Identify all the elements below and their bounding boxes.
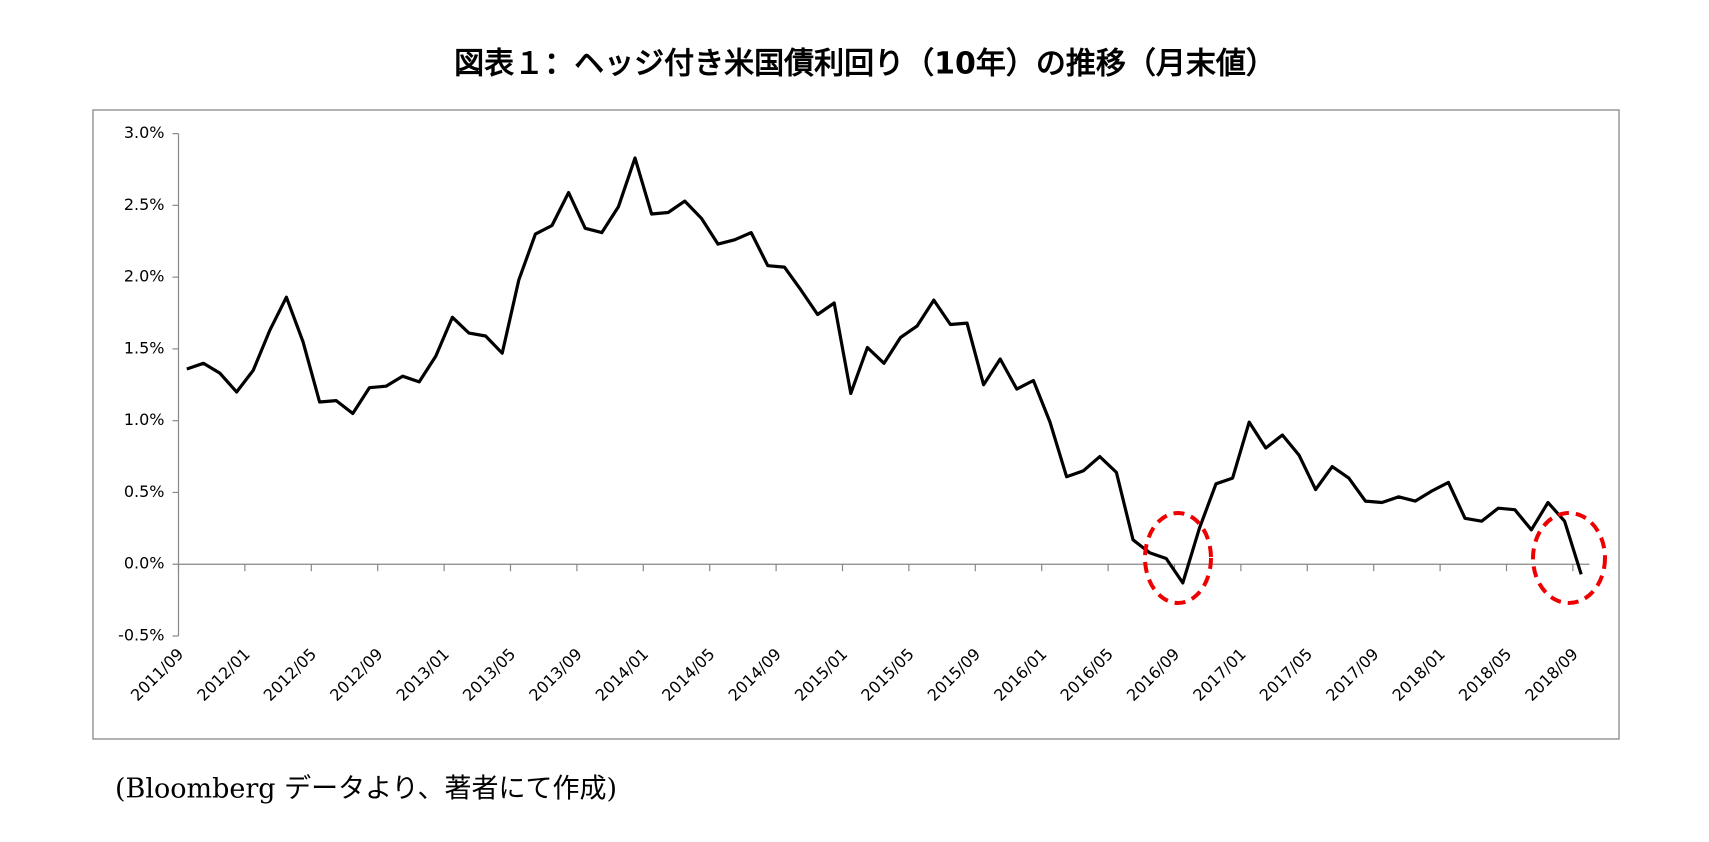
- source-note: (Bloomberg データより、著者にて作成): [115, 774, 617, 805]
- x-tick-label: 2015/01: [791, 644, 851, 704]
- y-tick-label: -0.5%: [118, 626, 164, 645]
- y-tick-label: 1.0%: [124, 410, 165, 429]
- y-tick-label: 0.0%: [124, 554, 165, 573]
- x-tick-label: 2013/09: [525, 644, 585, 704]
- x-tick-label: 2018/09: [1521, 644, 1581, 704]
- x-tick-label: 2018/05: [1455, 644, 1515, 704]
- x-tick-label: 2014/01: [592, 644, 652, 704]
- x-tick-label: 2017/01: [1189, 644, 1249, 704]
- x-tick-label: 2011/09: [127, 644, 187, 704]
- y-tick-label: 1.5%: [124, 338, 165, 357]
- y-tick-label: 2.0%: [124, 267, 165, 286]
- x-tick-label: 2016/01: [990, 644, 1050, 704]
- x-tick-label: 2014/05: [658, 644, 718, 704]
- x-tick-label: 2012/05: [260, 644, 320, 704]
- x-tick-label: 2017/05: [1256, 644, 1316, 704]
- highlight-circle: [1531, 511, 1607, 605]
- x-tick-label: 2013/01: [392, 644, 452, 704]
- y-tick-label: 3.0%: [124, 123, 165, 142]
- x-tick-label: 2012/01: [193, 644, 253, 704]
- data-line: [186, 156, 1583, 585]
- x-tick-label: 2015/05: [857, 644, 917, 704]
- plot-border: [92, 109, 1620, 740]
- x-tick-label: 2018/01: [1388, 644, 1448, 704]
- x-tick-label: 2012/09: [326, 644, 386, 704]
- y-tick-label: 0.5%: [124, 482, 165, 501]
- x-tick-label: 2016/09: [1123, 644, 1183, 704]
- chart-title: 図表１：ヘッジ付き米国債利回り（10年）の推移（月末値）: [454, 47, 1276, 82]
- x-tick-label: 2017/09: [1322, 644, 1382, 704]
- highlight-circle: [1143, 511, 1213, 605]
- y-tick-label: 2.5%: [124, 195, 165, 214]
- x-tick-label: 2015/09: [924, 644, 984, 704]
- x-tick-label: 2013/05: [459, 644, 519, 704]
- x-tick-label: 2014/09: [724, 644, 784, 704]
- x-tick-label: 2016/05: [1056, 644, 1116, 704]
